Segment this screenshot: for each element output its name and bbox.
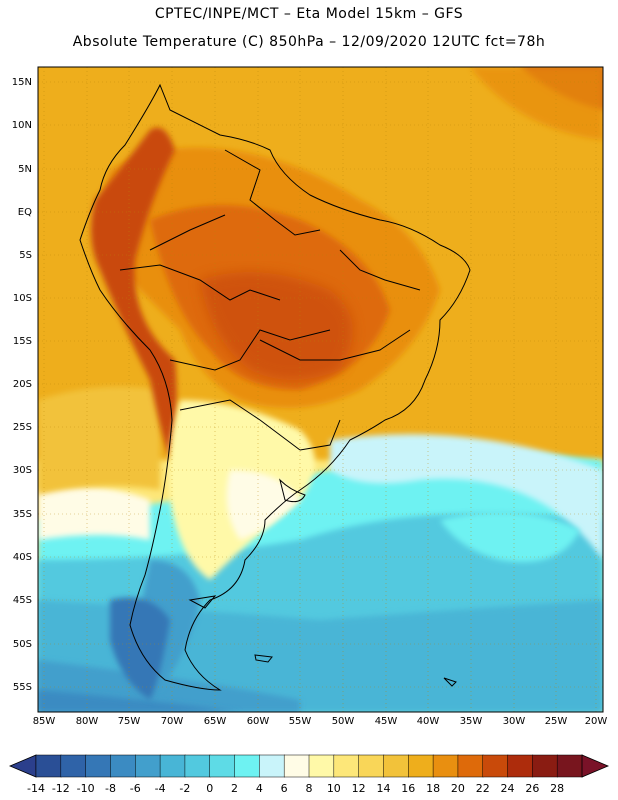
lon-label: 85W bbox=[32, 716, 56, 727]
colorbar-tick-label: 10 bbox=[326, 782, 341, 795]
lon-label: 50W bbox=[331, 716, 355, 727]
colorbar-swatch bbox=[532, 754, 558, 778]
colorbar-swatch bbox=[159, 754, 186, 778]
colorbar-swatch bbox=[457, 754, 484, 778]
lat-label: 15N bbox=[11, 77, 32, 88]
lon-label: 80W bbox=[75, 716, 99, 727]
lat-label: 45S bbox=[12, 595, 32, 606]
lat-label: 5S bbox=[19, 250, 32, 261]
colorbar-swatch bbox=[333, 754, 360, 778]
colorbar-tick-label: 0 bbox=[206, 782, 214, 795]
colorbar-swatch bbox=[556, 754, 583, 778]
colorbar-tick-label: 24 bbox=[500, 782, 515, 795]
colorbar-swatch bbox=[184, 754, 211, 778]
map-title: CPTEC/INPE/MCT – Eta Model 15km – GFS bbox=[154, 6, 464, 22]
lon-label: 60W bbox=[246, 716, 270, 727]
lat-label: 5N bbox=[18, 164, 32, 175]
colorbar-low-arrow bbox=[8, 754, 37, 778]
colorbar-tick-label: 14 bbox=[376, 782, 391, 795]
lat-label: 10S bbox=[12, 293, 32, 304]
colorbar-swatch bbox=[259, 754, 285, 778]
colorbar-swatch bbox=[507, 754, 534, 778]
colorbar-swatch bbox=[482, 754, 509, 778]
lat-label: 15S bbox=[12, 336, 32, 347]
colorbar-tick-label: 28 bbox=[550, 782, 565, 795]
colorbar-swatch bbox=[60, 754, 87, 778]
colorbar-swatch bbox=[209, 754, 236, 778]
colorbar-tick-label: 6 bbox=[280, 782, 288, 795]
colorbar-tick-label: -6 bbox=[129, 782, 141, 795]
map-frame bbox=[37, 66, 604, 713]
colorbar-tick-label: 4 bbox=[255, 782, 263, 795]
colorbar-tick-label: 20 bbox=[450, 782, 465, 795]
colorbar-tick-label: -4 bbox=[154, 782, 166, 795]
colorbar-tick-label: -12 bbox=[51, 782, 70, 795]
colorbar-swatch bbox=[383, 754, 410, 778]
colorbar-tick-label: -2 bbox=[179, 782, 191, 795]
lon-label: 65W bbox=[203, 716, 227, 727]
colorbar-swatch bbox=[35, 754, 62, 778]
lat-label: 50S bbox=[12, 639, 32, 650]
colorbar-tick-label: -10 bbox=[76, 782, 95, 795]
colorbar-swatch bbox=[358, 754, 385, 778]
lat-label: 30S bbox=[12, 465, 32, 476]
coastline-borders bbox=[79, 83, 471, 691]
colorbar-tick-label: -8 bbox=[104, 782, 116, 795]
lat-label: 20S bbox=[12, 379, 32, 390]
colorbar-tick-label: 18 bbox=[426, 782, 441, 795]
colorbar-swatch bbox=[110, 754, 137, 778]
lon-label: 75W bbox=[117, 716, 141, 727]
lat-label: 55S bbox=[12, 682, 32, 693]
lon-label: 25W bbox=[544, 716, 568, 727]
colorbar-swatch bbox=[234, 754, 261, 778]
colorbar bbox=[8, 754, 610, 778]
colorbar-swatch bbox=[85, 754, 112, 778]
colorbar-tick-label: 12 bbox=[351, 782, 366, 795]
colorbar-swatch bbox=[308, 754, 335, 778]
lon-label: 40W bbox=[416, 716, 440, 727]
lon-label: 70W bbox=[160, 716, 184, 727]
colorbar-swatch bbox=[432, 754, 459, 778]
lon-label: 20W bbox=[584, 716, 608, 727]
colorbar-swatch bbox=[283, 754, 310, 778]
lon-label: 45W bbox=[374, 716, 398, 727]
colorbar-tick-label: 22 bbox=[475, 782, 490, 795]
colorbar-swatch bbox=[135, 754, 161, 778]
colorbar-tick-label: 2 bbox=[231, 782, 239, 795]
colorbar-tick-label: -14 bbox=[27, 782, 45, 795]
map-subtitle: Absolute Temperature (C) 850hPa – 12/09/… bbox=[72, 34, 546, 50]
lat-label: 10N bbox=[11, 120, 32, 131]
colorbar-high-arrow bbox=[581, 754, 610, 778]
colorbar-swatch bbox=[408, 754, 434, 778]
temperature-field bbox=[38, 67, 603, 712]
lat-label: EQ bbox=[17, 207, 32, 218]
lon-label: 55W bbox=[288, 716, 312, 727]
colorbar-tick-label: 8 bbox=[305, 782, 313, 795]
lon-label: 35W bbox=[459, 716, 483, 727]
colorbar-tick-label: 26 bbox=[525, 782, 540, 795]
lat-label: 25S bbox=[12, 422, 32, 433]
colorbar-tick-label: 16 bbox=[401, 782, 416, 795]
lat-label: 35S bbox=[12, 509, 32, 520]
lat-label: 40S bbox=[12, 552, 32, 563]
lon-label: 30W bbox=[502, 716, 526, 727]
